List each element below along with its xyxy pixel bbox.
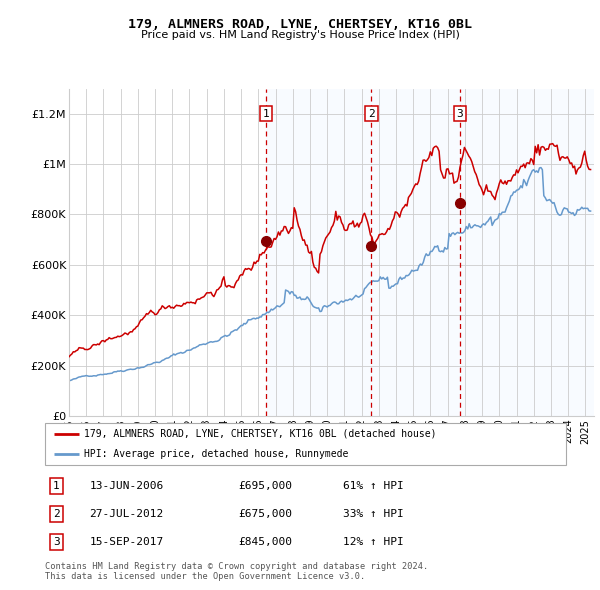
Text: 13-JUN-2006: 13-JUN-2006: [89, 481, 164, 491]
Text: 3: 3: [457, 109, 463, 119]
Text: 61% ↑ HPI: 61% ↑ HPI: [343, 481, 403, 491]
Text: 12% ↑ HPI: 12% ↑ HPI: [343, 537, 403, 547]
Text: 33% ↑ HPI: 33% ↑ HPI: [343, 509, 403, 519]
Bar: [266, 88, 594, 416]
Text: £675,000: £675,000: [238, 509, 292, 519]
Text: £845,000: £845,000: [238, 537, 292, 547]
Text: HPI: Average price, detached house, Runnymede: HPI: Average price, detached house, Runn…: [84, 449, 349, 459]
Text: 3: 3: [53, 537, 60, 547]
Text: This data is licensed under the Open Government Licence v3.0.: This data is licensed under the Open Gov…: [45, 572, 365, 581]
Text: Contains HM Land Registry data © Crown copyright and database right 2024.: Contains HM Land Registry data © Crown c…: [45, 562, 428, 571]
FancyBboxPatch shape: [45, 422, 566, 465]
Text: 1: 1: [263, 109, 269, 119]
Text: 179, ALMNERS ROAD, LYNE, CHERTSEY, KT16 0BL (detached house): 179, ALMNERS ROAD, LYNE, CHERTSEY, KT16 …: [84, 429, 437, 439]
Text: 2: 2: [368, 109, 375, 119]
Text: 1: 1: [53, 481, 60, 491]
Text: 2: 2: [53, 509, 60, 519]
Text: £695,000: £695,000: [238, 481, 292, 491]
Text: Price paid vs. HM Land Registry's House Price Index (HPI): Price paid vs. HM Land Registry's House …: [140, 30, 460, 40]
Text: 27-JUL-2012: 27-JUL-2012: [89, 509, 164, 519]
Text: 179, ALMNERS ROAD, LYNE, CHERTSEY, KT16 0BL: 179, ALMNERS ROAD, LYNE, CHERTSEY, KT16 …: [128, 18, 472, 31]
Text: 15-SEP-2017: 15-SEP-2017: [89, 537, 164, 547]
